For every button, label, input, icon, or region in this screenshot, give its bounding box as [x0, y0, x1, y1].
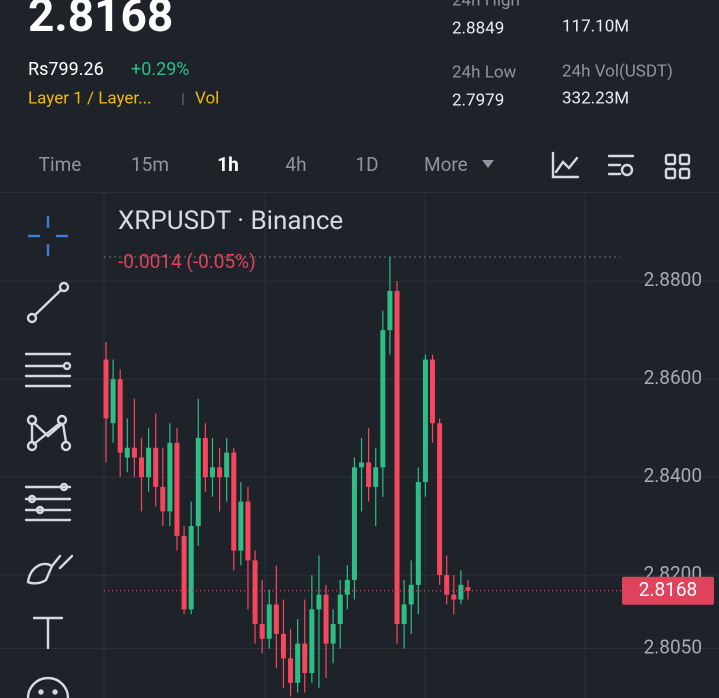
candle-body [124, 447, 130, 458]
parallel-tool[interactable] [24, 352, 72, 388]
text-tool[interactable] [32, 616, 64, 650]
brush-tool[interactable] [26, 554, 74, 585]
candle-body [401, 604, 407, 625]
fib-tool[interactable] [24, 482, 72, 522]
tab[interactable]: 1h [217, 153, 239, 176]
candle-body [266, 604, 272, 639]
candle-body [323, 594, 329, 644]
candle-body [231, 452, 237, 551]
tag[interactable]: Layer 1 / Layer... [28, 88, 152, 108]
candle-body [181, 535, 187, 610]
candle-body [344, 579, 350, 595]
candle-body [131, 447, 137, 458]
stat-value: 2.7979 [452, 90, 504, 110]
crosshair-tool[interactable] [28, 216, 68, 256]
tab[interactable]: 15m [131, 153, 169, 176]
candle-body [366, 462, 372, 487]
candle-body [195, 437, 201, 527]
candle-body [295, 643, 301, 683]
candle-body [259, 624, 265, 639]
candle-body [103, 359, 109, 419]
candle-body [160, 486, 166, 512]
candle-body [288, 658, 294, 683]
y-tick-label: 2.8600 [644, 366, 702, 389]
indicator-icon[interactable] [551, 151, 580, 179]
candle-body [138, 457, 144, 478]
candle-body [408, 584, 414, 605]
stat-label: 24h Vol(USDT) [562, 61, 673, 81]
candle-body [217, 467, 223, 478]
candle-body [273, 604, 279, 634]
candle-body [451, 594, 457, 600]
stat-value: 117.10M [562, 16, 629, 36]
candle-body [117, 379, 123, 453]
candle-body [437, 423, 443, 576]
fiat-price: Rs799.26 [28, 59, 104, 80]
candle-body [280, 633, 286, 659]
candle-body [302, 643, 308, 674]
y-tick-label: 2.8050 [644, 636, 702, 659]
candle-body [394, 290, 400, 625]
stat-label: 24h High [452, 0, 520, 10]
chart-change: -0.0014 (-0.05%) [118, 250, 256, 273]
divider [0, 192, 719, 193]
line-tool[interactable] [26, 281, 70, 324]
candle-body [387, 290, 393, 331]
stat-value: 332.23M [562, 88, 629, 108]
candle-body [422, 359, 428, 483]
last-price-badge [622, 576, 714, 605]
candle-body [174, 442, 180, 536]
candle-body [458, 584, 464, 600]
tab[interactable]: 1D [355, 153, 378, 176]
candle-body [330, 624, 336, 644]
tab[interactable]: More [424, 153, 468, 176]
vol-tag[interactable]: Vol [195, 88, 219, 108]
separator [182, 93, 184, 105]
candle-body [380, 330, 386, 468]
price: 2.8168 [28, 0, 173, 43]
stat-label: 24h Low [452, 62, 517, 82]
candle-body [415, 482, 421, 585]
pattern-tool[interactable] [26, 414, 72, 452]
candle-body [245, 501, 251, 561]
emoji-tool[interactable] [26, 676, 70, 698]
settings-icon[interactable] [607, 154, 635, 177]
candle-body [252, 560, 258, 625]
candle-body [430, 359, 436, 424]
candle-body [373, 467, 379, 487]
candles [103, 256, 471, 697]
candle-body [359, 462, 365, 468]
change: +0.29% [131, 59, 190, 80]
candle-body [209, 467, 215, 478]
candle-body [316, 594, 322, 610]
candle-body [188, 526, 194, 610]
stat-value: 2.8849 [452, 18, 504, 38]
last-price-label: 2.8168 [639, 578, 697, 601]
candle-body [444, 575, 450, 595]
dropdown-arrow [482, 160, 494, 168]
candle-body [153, 447, 159, 487]
chart-title: XRPUSDT · Binance [118, 206, 343, 236]
candle-body [110, 379, 116, 424]
candle-body [224, 452, 230, 478]
candle-body [146, 447, 152, 478]
tab[interactable]: Time [39, 153, 82, 176]
candle-body [351, 467, 357, 580]
tab[interactable]: 4h [285, 153, 306, 176]
y-tick-label: 2.8400 [644, 464, 702, 487]
layout-icon[interactable] [664, 153, 691, 180]
candle-body [202, 437, 208, 478]
candle-body [309, 609, 315, 674]
candle-body [167, 442, 173, 512]
candle-body [238, 501, 244, 551]
candle-body [465, 587, 471, 591]
candle-body [337, 594, 343, 625]
y-tick-label: 2.8800 [644, 268, 702, 291]
